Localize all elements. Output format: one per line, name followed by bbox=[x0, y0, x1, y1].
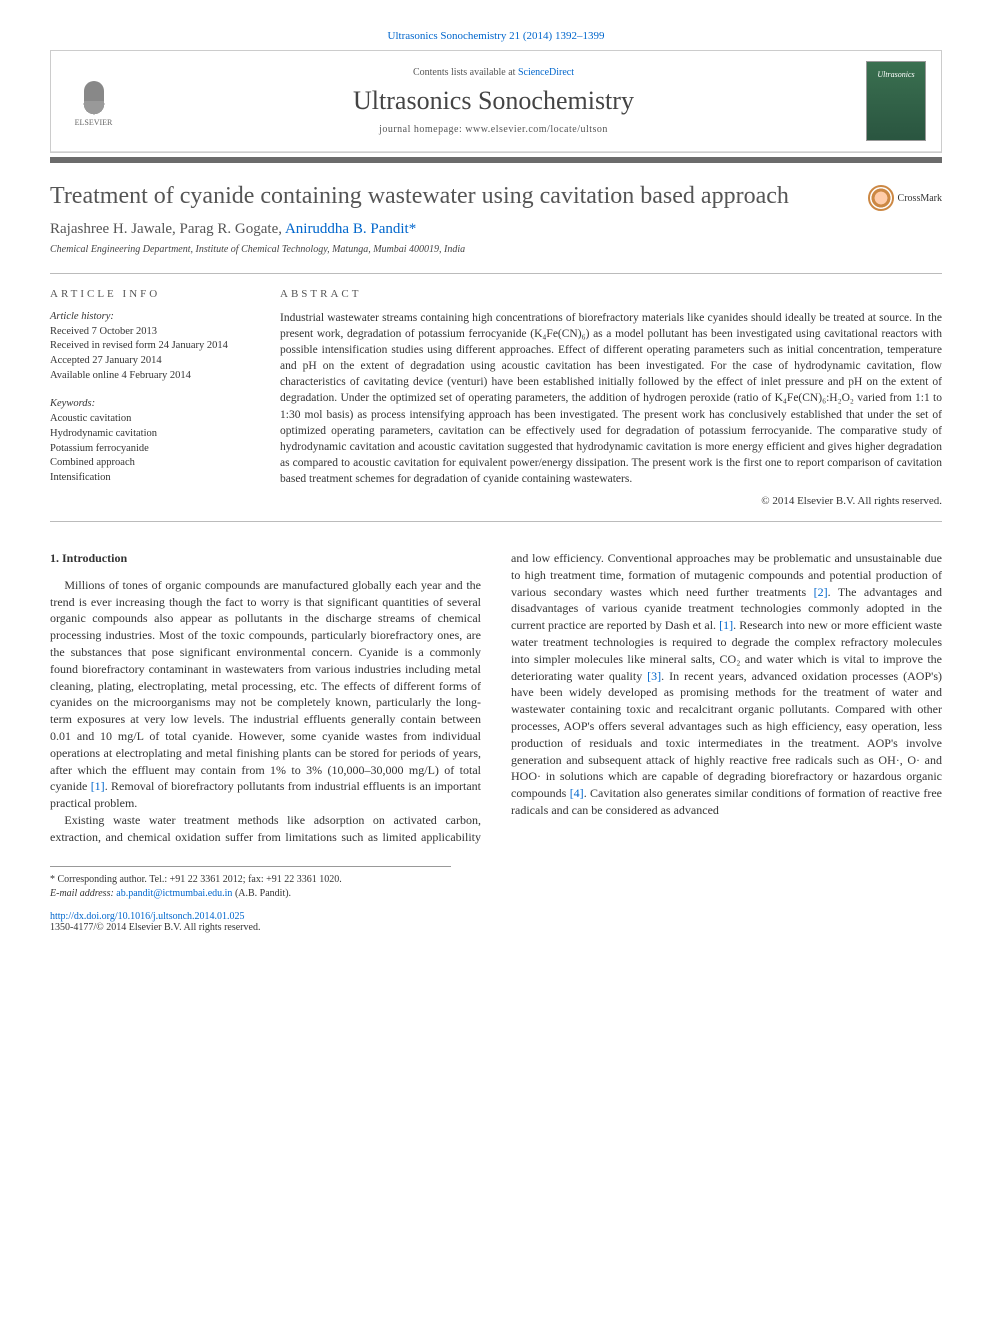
publisher-name: ELSEVIER bbox=[75, 118, 113, 127]
citation-link[interactable]: [2] bbox=[814, 585, 828, 599]
journal-header-row: ELSEVIER Contents lists available at Sci… bbox=[51, 51, 941, 152]
homepage-prefix: journal homepage: bbox=[379, 124, 465, 135]
section-heading-intro: 1. Introduction bbox=[50, 550, 481, 567]
doi-block: http://dx.doi.org/10.1016/j.ultsonch.201… bbox=[50, 911, 942, 933]
body-text: Millions of tones of organic compounds a… bbox=[50, 578, 481, 794]
email-name-suffix: (A.B. Pandit). bbox=[232, 888, 291, 899]
contents-available-line: Contents lists available at ScienceDirec… bbox=[121, 67, 866, 78]
email-label: E-mail address: bbox=[50, 888, 116, 899]
history-line: Received 7 October 2013 bbox=[50, 325, 250, 340]
corr-contact-line: * Corresponding author. Tel.: +91 22 336… bbox=[50, 873, 942, 887]
history-heading: Article history: bbox=[50, 310, 250, 325]
abstract-label: abstract bbox=[280, 288, 942, 300]
history-line: Received in revised form 24 January 2014 bbox=[50, 339, 250, 354]
article-info-column: article info Article history: Received 7… bbox=[50, 288, 250, 507]
crossmark-icon bbox=[868, 185, 894, 211]
crossmark-label: CrossMark bbox=[898, 193, 942, 204]
journal-header-center: Contents lists available at ScienceDirec… bbox=[121, 67, 866, 135]
elsevier-logo: ELSEVIER bbox=[66, 71, 121, 131]
keyword-item: Hydrodynamic cavitation bbox=[50, 427, 250, 442]
corr-email-line: E-mail address: ab.pandit@ictmumbai.edu.… bbox=[50, 887, 942, 901]
doi-link[interactable]: http://dx.doi.org/10.1016/j.ultsonch.201… bbox=[50, 911, 245, 922]
affiliation-line: Chemical Engineering Department, Institu… bbox=[50, 244, 942, 255]
keyword-item: Intensification bbox=[50, 471, 250, 486]
citation-link[interactable]: [4] bbox=[570, 786, 584, 800]
contents-prefix: Contents lists available at bbox=[413, 67, 518, 78]
section-divider bbox=[50, 521, 942, 522]
title-separator-bar bbox=[50, 157, 942, 163]
article-title: Treatment of cyanide containing wastewat… bbox=[50, 181, 848, 211]
journal-title: Ultrasonics Sonochemistry bbox=[121, 86, 866, 116]
cover-title-text: Ultrasonics bbox=[877, 70, 914, 79]
body-text: . Removal of biorefractory pollutants fr… bbox=[50, 779, 481, 810]
abstract-text: Industrial wastewater streams containing… bbox=[280, 310, 942, 487]
issn-copyright-line: 1350-4177/© 2014 Elsevier B.V. All right… bbox=[50, 922, 942, 933]
info-abstract-row: article info Article history: Received 7… bbox=[50, 288, 942, 507]
authors-plain: Rajashree H. Jawale, Parag R. Gogate, bbox=[50, 221, 285, 237]
keyword-item: Acoustic cavitation bbox=[50, 412, 250, 427]
corr-email-link[interactable]: ab.pandit@ictmumbai.edu.in bbox=[116, 888, 232, 899]
journal-header-box: ELSEVIER Contents lists available at Sci… bbox=[50, 50, 942, 153]
sciencedirect-link[interactable]: ScienceDirect bbox=[518, 67, 574, 78]
abstract-column: abstract Industrial wastewater streams c… bbox=[280, 288, 942, 507]
article-header-row: Treatment of cyanide containing wastewat… bbox=[50, 181, 942, 211]
article-body: 1. Introduction Millions of tones of org… bbox=[50, 550, 942, 846]
corresponding-author-link[interactable]: Aniruddha B. Pandit bbox=[285, 221, 409, 237]
keyword-item: Potassium ferrocyanide bbox=[50, 442, 250, 457]
body-text: . In recent years, advanced oxidation pr… bbox=[511, 669, 942, 801]
homepage-url[interactable]: www.elsevier.com/locate/ultson bbox=[465, 124, 608, 135]
body-paragraph: Millions of tones of organic compounds a… bbox=[50, 577, 481, 812]
history-line: Available online 4 February 2014 bbox=[50, 369, 250, 384]
keywords-block: Keywords: Acoustic cavitation Hydrodynam… bbox=[50, 397, 250, 485]
elsevier-tree-icon bbox=[74, 76, 114, 116]
crossmark-badge[interactable]: CrossMark bbox=[868, 185, 942, 211]
article-info-label: article info bbox=[50, 288, 250, 300]
journal-homepage-line: journal homepage: www.elsevier.com/locat… bbox=[121, 124, 866, 135]
article-history-block: Article history: Received 7 October 2013… bbox=[50, 310, 250, 383]
journal-cover-thumbnail: Ultrasonics bbox=[866, 61, 926, 141]
section-divider bbox=[50, 273, 942, 274]
citation-link[interactable]: [3] bbox=[647, 669, 661, 683]
citation-link[interactable]: [1] bbox=[91, 779, 105, 793]
footnote-separator bbox=[50, 866, 451, 867]
corresponding-marker: * bbox=[409, 221, 417, 237]
header-citation[interactable]: Ultrasonics Sonochemistry 21 (2014) 1392… bbox=[50, 30, 942, 42]
corresponding-author-footnote: * Corresponding author. Tel.: +91 22 336… bbox=[50, 873, 942, 901]
author-list: Rajashree H. Jawale, Parag R. Gogate, An… bbox=[50, 221, 942, 238]
abstract-copyright: © 2014 Elsevier B.V. All rights reserved… bbox=[280, 495, 942, 507]
keyword-item: Combined approach bbox=[50, 456, 250, 471]
citation-link[interactable]: [1] bbox=[719, 618, 733, 632]
history-line: Accepted 27 January 2014 bbox=[50, 354, 250, 369]
keywords-heading: Keywords: bbox=[50, 397, 250, 412]
